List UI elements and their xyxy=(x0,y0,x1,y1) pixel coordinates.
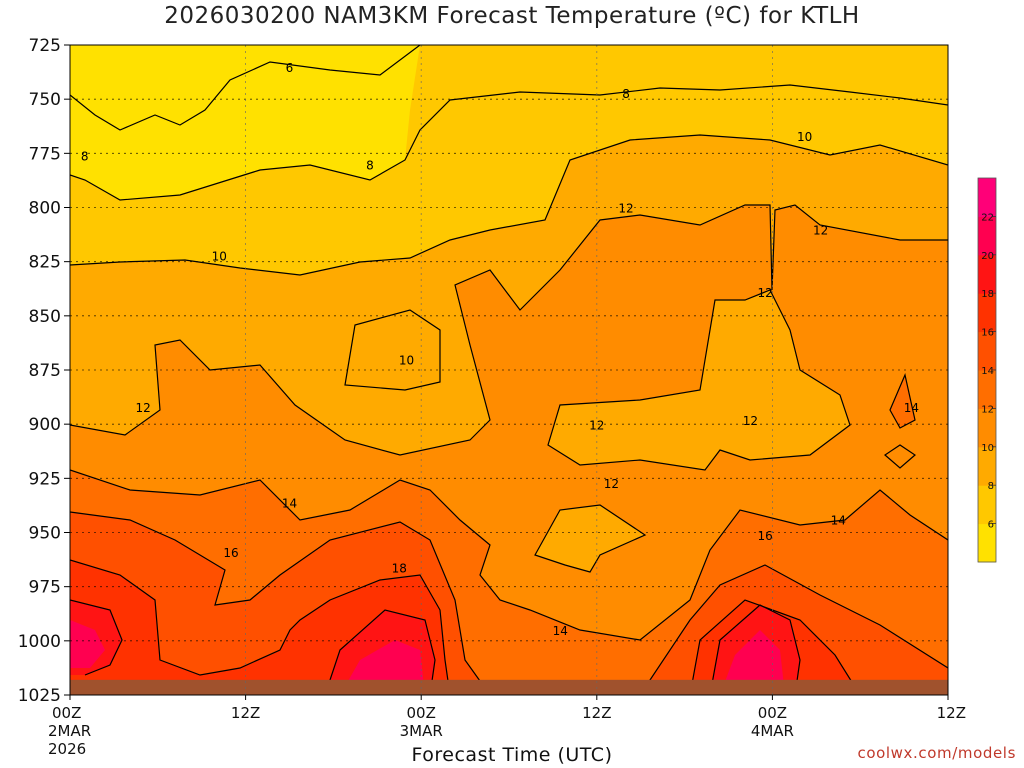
colorbar-label: 14 xyxy=(981,366,994,377)
x-tick-label: 12Z xyxy=(582,704,611,722)
contour-label: 18 xyxy=(392,561,407,575)
y-tick-label: 775 xyxy=(29,144,61,164)
colorbar-swatch xyxy=(978,446,996,486)
contour-label: 12 xyxy=(813,223,828,237)
x-tick-date-label: 2MAR xyxy=(48,722,91,740)
x-tick-date-label: 3MAR xyxy=(400,722,443,740)
contour-label: 10 xyxy=(212,249,227,263)
contour-label: 14 xyxy=(553,624,568,638)
x-tick-label: 00Z xyxy=(758,704,787,722)
contour-label: 16 xyxy=(223,546,238,560)
x-tick-date-label: 4MAR xyxy=(751,722,794,740)
contour-label: 12 xyxy=(743,414,758,428)
chart-title: 2026030200 NAM3KM Forecast Temperature (… xyxy=(164,3,860,29)
colorbar-swatch xyxy=(978,216,996,256)
y-tick-label: 875 xyxy=(29,361,61,381)
colorbar-swatch xyxy=(978,293,996,333)
colorbar-label: 16 xyxy=(981,328,994,339)
colorbar-label: 12 xyxy=(981,404,994,415)
colorbar-swatch xyxy=(978,178,996,217)
x-tick-label: 12Z xyxy=(937,704,966,722)
y-tick-label: 925 xyxy=(29,469,61,489)
colorbar-label: 18 xyxy=(981,289,994,300)
contour-lines xyxy=(70,45,948,695)
contour-label: 6 xyxy=(286,61,294,75)
colorbar-label: 20 xyxy=(981,251,994,262)
colorbar-swatch xyxy=(978,331,996,371)
contour-label: 12 xyxy=(618,202,633,216)
colorbar-swatch xyxy=(978,370,996,409)
contour-label: 8 xyxy=(81,150,89,164)
contour-label: 8 xyxy=(366,158,374,172)
colorbar-label: 22 xyxy=(981,212,994,223)
y-axis: 725 750 775 800 825 850 875 900 925 950 975 1000 102… xyxy=(18,36,70,706)
y-tick-label: 900 xyxy=(29,415,61,435)
y-tick-label: 750 xyxy=(29,90,61,110)
colorbar-label: 10 xyxy=(981,443,994,454)
credit-link[interactable]: coolwx.com/models xyxy=(857,744,1016,762)
y-tick-label: 825 xyxy=(29,253,61,273)
colorbar-label: 8 xyxy=(988,481,994,492)
contour-label: 16 xyxy=(757,529,772,543)
colorbar-swatch xyxy=(978,408,996,448)
x-tick-label: 00Z xyxy=(52,704,81,722)
colorbar-swatch xyxy=(978,485,996,525)
contour-label: 14 xyxy=(282,496,297,510)
y-tick-label: 725 xyxy=(29,36,61,56)
x-axis-label: Forecast Time (UTC) xyxy=(411,744,613,766)
contour-label: 12 xyxy=(604,477,619,491)
contour-label: 10 xyxy=(399,353,414,367)
contour-label: 14 xyxy=(904,401,919,415)
contour-label: 10 xyxy=(797,130,812,144)
contour-label: 14 xyxy=(831,514,846,528)
x-tick-label: 12Z xyxy=(231,704,260,722)
x-tick-date-label: 2026 xyxy=(48,740,86,758)
y-tick-label: 850 xyxy=(29,307,61,327)
y-tick-label: 1000 xyxy=(18,632,61,652)
colorbar-swatch xyxy=(978,254,996,294)
colorbar: 6 8 10 12 14 16 18 20 22 xyxy=(977,177,997,563)
contour-label: 12 xyxy=(589,418,604,432)
contour-label: 8 xyxy=(622,87,630,101)
y-tick-label: 975 xyxy=(29,578,61,598)
y-tick-label: 800 xyxy=(29,199,61,219)
contour-labels: 6 8 10 8 8 12 12 10 12 10 12 14 12 12 12 14 14 16 16 18 14 xyxy=(81,61,919,638)
y-tick-label: 1025 xyxy=(18,686,61,706)
contour-label: 12 xyxy=(757,286,772,300)
colorbar-label: 6 xyxy=(988,520,994,531)
y-tick-label: 950 xyxy=(29,524,61,544)
ground-shading xyxy=(70,679,948,695)
contour-label: 12 xyxy=(136,401,151,415)
colorbar-swatch xyxy=(978,523,996,563)
x-tick-label: 00Z xyxy=(407,704,436,722)
